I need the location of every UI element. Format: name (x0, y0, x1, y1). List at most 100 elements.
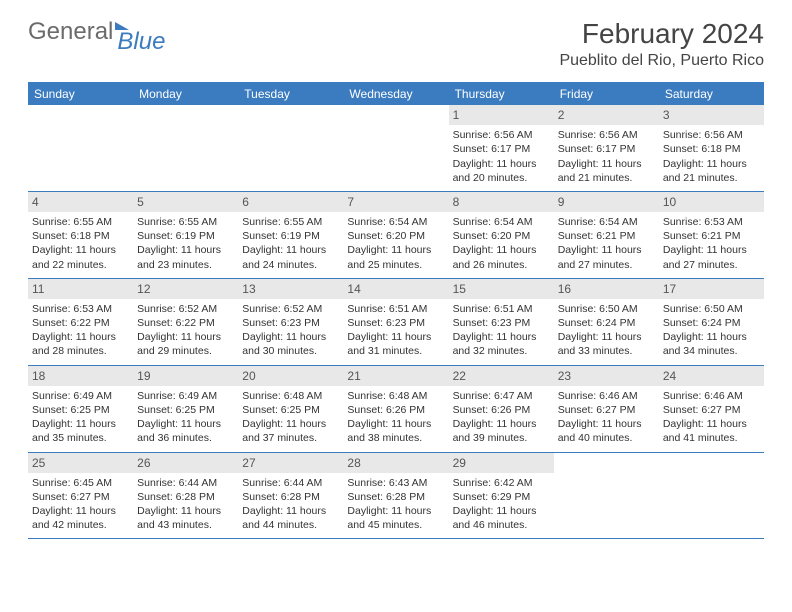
location-label: Pueblito del Rio, Puerto Rico (559, 52, 764, 70)
sunset-text: Sunset: 6:20 PM (347, 229, 444, 243)
day-cell: 20Sunrise: 6:48 AMSunset: 6:25 PMDayligh… (238, 366, 343, 452)
day-number: 16 (554, 279, 659, 299)
day-cell: 28Sunrise: 6:43 AMSunset: 6:28 PMDayligh… (343, 453, 448, 539)
daylight-text-1: Daylight: 11 hours (32, 243, 129, 257)
day-cell: 17Sunrise: 6:50 AMSunset: 6:24 PMDayligh… (659, 279, 764, 365)
weekday-header: Saturday (659, 83, 764, 105)
day-number: 7 (343, 192, 448, 212)
sunset-text: Sunset: 6:25 PM (242, 403, 339, 417)
day-cell: 24Sunrise: 6:46 AMSunset: 6:27 PMDayligh… (659, 366, 764, 452)
daylight-text-2: and 40 minutes. (558, 431, 655, 445)
sunrise-text: Sunrise: 6:45 AM (32, 476, 129, 490)
sunrise-text: Sunrise: 6:49 AM (137, 389, 234, 403)
calendar: Sunday Monday Tuesday Wednesday Thursday… (28, 82, 764, 539)
month-title: February 2024 (559, 18, 764, 50)
week-row: 25Sunrise: 6:45 AMSunset: 6:27 PMDayligh… (28, 453, 764, 540)
daylight-text-2: and 37 minutes. (242, 431, 339, 445)
sunrise-text: Sunrise: 6:56 AM (663, 128, 760, 142)
day-cell: 25Sunrise: 6:45 AMSunset: 6:27 PMDayligh… (28, 453, 133, 539)
daylight-text-2: and 46 minutes. (453, 518, 550, 532)
day-number: 21 (343, 366, 448, 386)
weekday-header: Wednesday (343, 83, 448, 105)
sunset-text: Sunset: 6:29 PM (453, 490, 550, 504)
daylight-text-2: and 32 minutes. (453, 344, 550, 358)
daylight-text-1: Daylight: 11 hours (242, 504, 339, 518)
day-number: 6 (238, 192, 343, 212)
day-cell: 10Sunrise: 6:53 AMSunset: 6:21 PMDayligh… (659, 192, 764, 278)
daylight-text-1: Daylight: 11 hours (137, 243, 234, 257)
daylight-text-2: and 41 minutes. (663, 431, 760, 445)
day-number: 2 (554, 105, 659, 125)
daylight-text-2: and 44 minutes. (242, 518, 339, 532)
day-cell: 11Sunrise: 6:53 AMSunset: 6:22 PMDayligh… (28, 279, 133, 365)
daylight-text-1: Daylight: 11 hours (453, 157, 550, 171)
day-cell: 2Sunrise: 6:56 AMSunset: 6:17 PMDaylight… (554, 105, 659, 191)
daylight-text-1: Daylight: 11 hours (453, 417, 550, 431)
day-number: 11 (28, 279, 133, 299)
daylight-text-1: Daylight: 11 hours (242, 330, 339, 344)
day-cell: 22Sunrise: 6:47 AMSunset: 6:26 PMDayligh… (449, 366, 554, 452)
day-number: 1 (449, 105, 554, 125)
daylight-text-2: and 31 minutes. (347, 344, 444, 358)
daylight-text-1: Daylight: 11 hours (347, 330, 444, 344)
daylight-text-2: and 29 minutes. (137, 344, 234, 358)
logo-text-2: Blue (117, 28, 165, 56)
day-cell: . (343, 105, 448, 191)
day-number: 29 (449, 453, 554, 473)
sunset-text: Sunset: 6:28 PM (242, 490, 339, 504)
day-number: 17 (659, 279, 764, 299)
weekday-header: Thursday (449, 83, 554, 105)
weekday-header: Monday (133, 83, 238, 105)
day-cell: . (238, 105, 343, 191)
day-number: 23 (554, 366, 659, 386)
sunset-text: Sunset: 6:25 PM (137, 403, 234, 417)
sunrise-text: Sunrise: 6:54 AM (558, 215, 655, 229)
sunset-text: Sunset: 6:21 PM (663, 229, 760, 243)
daylight-text-1: Daylight: 11 hours (663, 243, 760, 257)
daylight-text-1: Daylight: 11 hours (663, 157, 760, 171)
sunset-text: Sunset: 6:28 PM (137, 490, 234, 504)
day-cell: 29Sunrise: 6:42 AMSunset: 6:29 PMDayligh… (449, 453, 554, 539)
sunrise-text: Sunrise: 6:56 AM (558, 128, 655, 142)
daylight-text-2: and 23 minutes. (137, 258, 234, 272)
daylight-text-2: and 38 minutes. (347, 431, 444, 445)
day-cell: . (133, 105, 238, 191)
daylight-text-1: Daylight: 11 hours (137, 417, 234, 431)
day-cell: 1Sunrise: 6:56 AMSunset: 6:17 PMDaylight… (449, 105, 554, 191)
day-cell: 16Sunrise: 6:50 AMSunset: 6:24 PMDayligh… (554, 279, 659, 365)
daylight-text-2: and 27 minutes. (558, 258, 655, 272)
daylight-text-2: and 21 minutes. (663, 171, 760, 185)
daylight-text-2: and 35 minutes. (32, 431, 129, 445)
daylight-text-1: Daylight: 11 hours (663, 330, 760, 344)
sunset-text: Sunset: 6:24 PM (558, 316, 655, 330)
day-cell: 3Sunrise: 6:56 AMSunset: 6:18 PMDaylight… (659, 105, 764, 191)
daylight-text-2: and 30 minutes. (242, 344, 339, 358)
daylight-text-2: and 27 minutes. (663, 258, 760, 272)
daylight-text-1: Daylight: 11 hours (32, 417, 129, 431)
weekday-header-row: Sunday Monday Tuesday Wednesday Thursday… (28, 83, 764, 105)
daylight-text-2: and 22 minutes. (32, 258, 129, 272)
sunset-text: Sunset: 6:24 PM (663, 316, 760, 330)
logo: General Blue (28, 18, 165, 46)
sunset-text: Sunset: 6:22 PM (137, 316, 234, 330)
daylight-text-2: and 25 minutes. (347, 258, 444, 272)
sunset-text: Sunset: 6:23 PM (453, 316, 550, 330)
sunrise-text: Sunrise: 6:50 AM (558, 302, 655, 316)
daylight-text-2: and 36 minutes. (137, 431, 234, 445)
sunrise-text: Sunrise: 6:51 AM (347, 302, 444, 316)
sunrise-text: Sunrise: 6:53 AM (663, 215, 760, 229)
week-row: 4Sunrise: 6:55 AMSunset: 6:18 PMDaylight… (28, 192, 764, 279)
day-cell: 9Sunrise: 6:54 AMSunset: 6:21 PMDaylight… (554, 192, 659, 278)
sunrise-text: Sunrise: 6:43 AM (347, 476, 444, 490)
sunrise-text: Sunrise: 6:42 AM (453, 476, 550, 490)
sunset-text: Sunset: 6:22 PM (32, 316, 129, 330)
daylight-text-2: and 21 minutes. (558, 171, 655, 185)
daylight-text-1: Daylight: 11 hours (242, 417, 339, 431)
week-row: 18Sunrise: 6:49 AMSunset: 6:25 PMDayligh… (28, 366, 764, 453)
daylight-text-1: Daylight: 11 hours (137, 330, 234, 344)
day-number: 26 (133, 453, 238, 473)
sunset-text: Sunset: 6:20 PM (453, 229, 550, 243)
daylight-text-1: Daylight: 11 hours (137, 504, 234, 518)
day-cell: 13Sunrise: 6:52 AMSunset: 6:23 PMDayligh… (238, 279, 343, 365)
header: General Blue February 2024 Pueblito del … (0, 0, 792, 78)
